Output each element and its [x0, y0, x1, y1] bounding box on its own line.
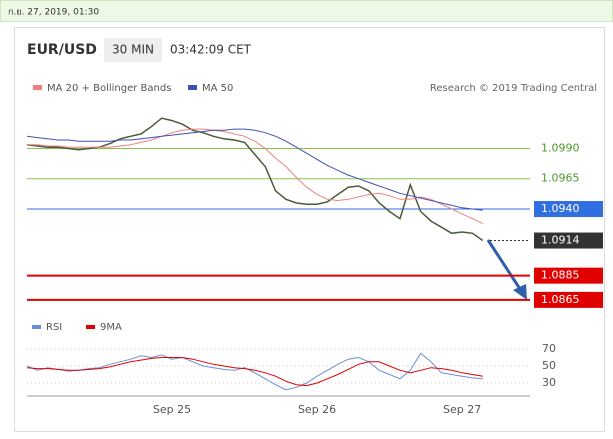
arrow-head	[513, 284, 527, 300]
level-box	[534, 201, 603, 218]
level-label: 1.0865	[541, 293, 580, 306]
symbol: EUR/USD	[27, 42, 97, 58]
level-box	[534, 267, 603, 284]
level-label: 1.0885	[541, 269, 580, 282]
level-box	[534, 232, 603, 249]
timeframe: 30 MIN	[112, 43, 154, 57]
level-label: 1.0965	[541, 172, 580, 185]
legend-swatch	[86, 325, 95, 329]
series-line	[26, 128, 483, 211]
level-label: 1.0940	[541, 202, 580, 215]
date: ก.ย. 27, 2019, 01:30	[8, 8, 99, 18]
series-line	[26, 117, 484, 242]
legend-label: MA 20 + Bollinger Bands	[47, 83, 171, 94]
forecast-arrow	[486, 239, 524, 293]
series-line	[26, 352, 483, 391]
legend-swatch	[33, 85, 42, 90]
source: Research © 2019 Trading Central	[430, 83, 597, 94]
legend-swatch	[188, 85, 197, 90]
legend-label: RSI	[46, 322, 62, 333]
x-tick-label: Sep 25	[153, 403, 191, 416]
x-tick-label: Sep 26	[298, 403, 336, 416]
panel	[14, 27, 605, 432]
legend-swatch	[32, 325, 41, 329]
x-tick-label: Sep 27	[443, 403, 481, 416]
timeframe-box	[104, 38, 162, 62]
level-label: 1.0914	[541, 234, 580, 247]
y-tick-label: 50	[542, 359, 556, 372]
level-box	[534, 291, 603, 308]
legend-label: MA 50	[202, 83, 233, 94]
time: 03:42:09 CET	[170, 43, 252, 57]
series-line	[27, 128, 484, 225]
series-line	[26, 357, 483, 387]
level-label: 1.0990	[541, 141, 580, 154]
legend-label: 9MA	[100, 322, 122, 333]
y-tick-label: 30	[542, 376, 556, 389]
y-tick-label: 70	[542, 342, 556, 355]
